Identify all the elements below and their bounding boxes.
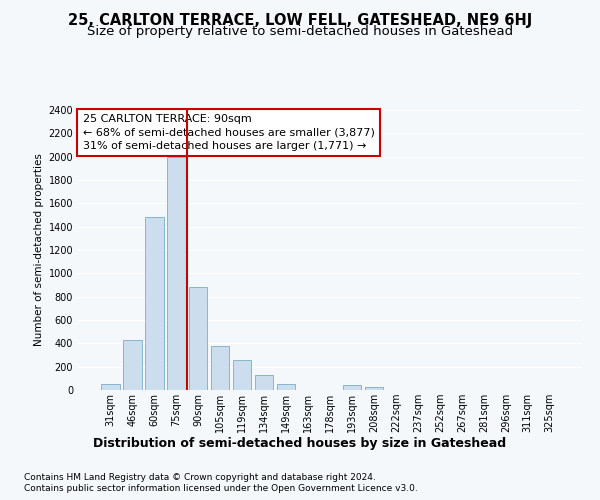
Bar bbox=[123, 340, 142, 390]
Bar bbox=[167, 156, 185, 390]
Text: 25 CARLTON TERRACE: 90sqm
← 68% of semi-detached houses are smaller (3,877)
31% : 25 CARLTON TERRACE: 90sqm ← 68% of semi-… bbox=[83, 114, 375, 150]
Text: Distribution of semi-detached houses by size in Gateshead: Distribution of semi-detached houses by … bbox=[94, 438, 506, 450]
Bar bbox=[101, 384, 119, 390]
Bar bbox=[365, 386, 383, 390]
Bar bbox=[343, 386, 361, 390]
Text: Size of property relative to semi-detached houses in Gateshead: Size of property relative to semi-detach… bbox=[87, 25, 513, 38]
Bar bbox=[189, 288, 208, 390]
Bar bbox=[277, 384, 295, 390]
Bar bbox=[211, 346, 229, 390]
Bar bbox=[145, 218, 164, 390]
Bar bbox=[255, 375, 274, 390]
Y-axis label: Number of semi-detached properties: Number of semi-detached properties bbox=[34, 154, 44, 346]
Text: Contains public sector information licensed under the Open Government Licence v3: Contains public sector information licen… bbox=[24, 484, 418, 493]
Bar bbox=[233, 360, 251, 390]
Text: Contains HM Land Registry data © Crown copyright and database right 2024.: Contains HM Land Registry data © Crown c… bbox=[24, 472, 376, 482]
Text: 25, CARLTON TERRACE, LOW FELL, GATESHEAD, NE9 6HJ: 25, CARLTON TERRACE, LOW FELL, GATESHEAD… bbox=[68, 12, 532, 28]
